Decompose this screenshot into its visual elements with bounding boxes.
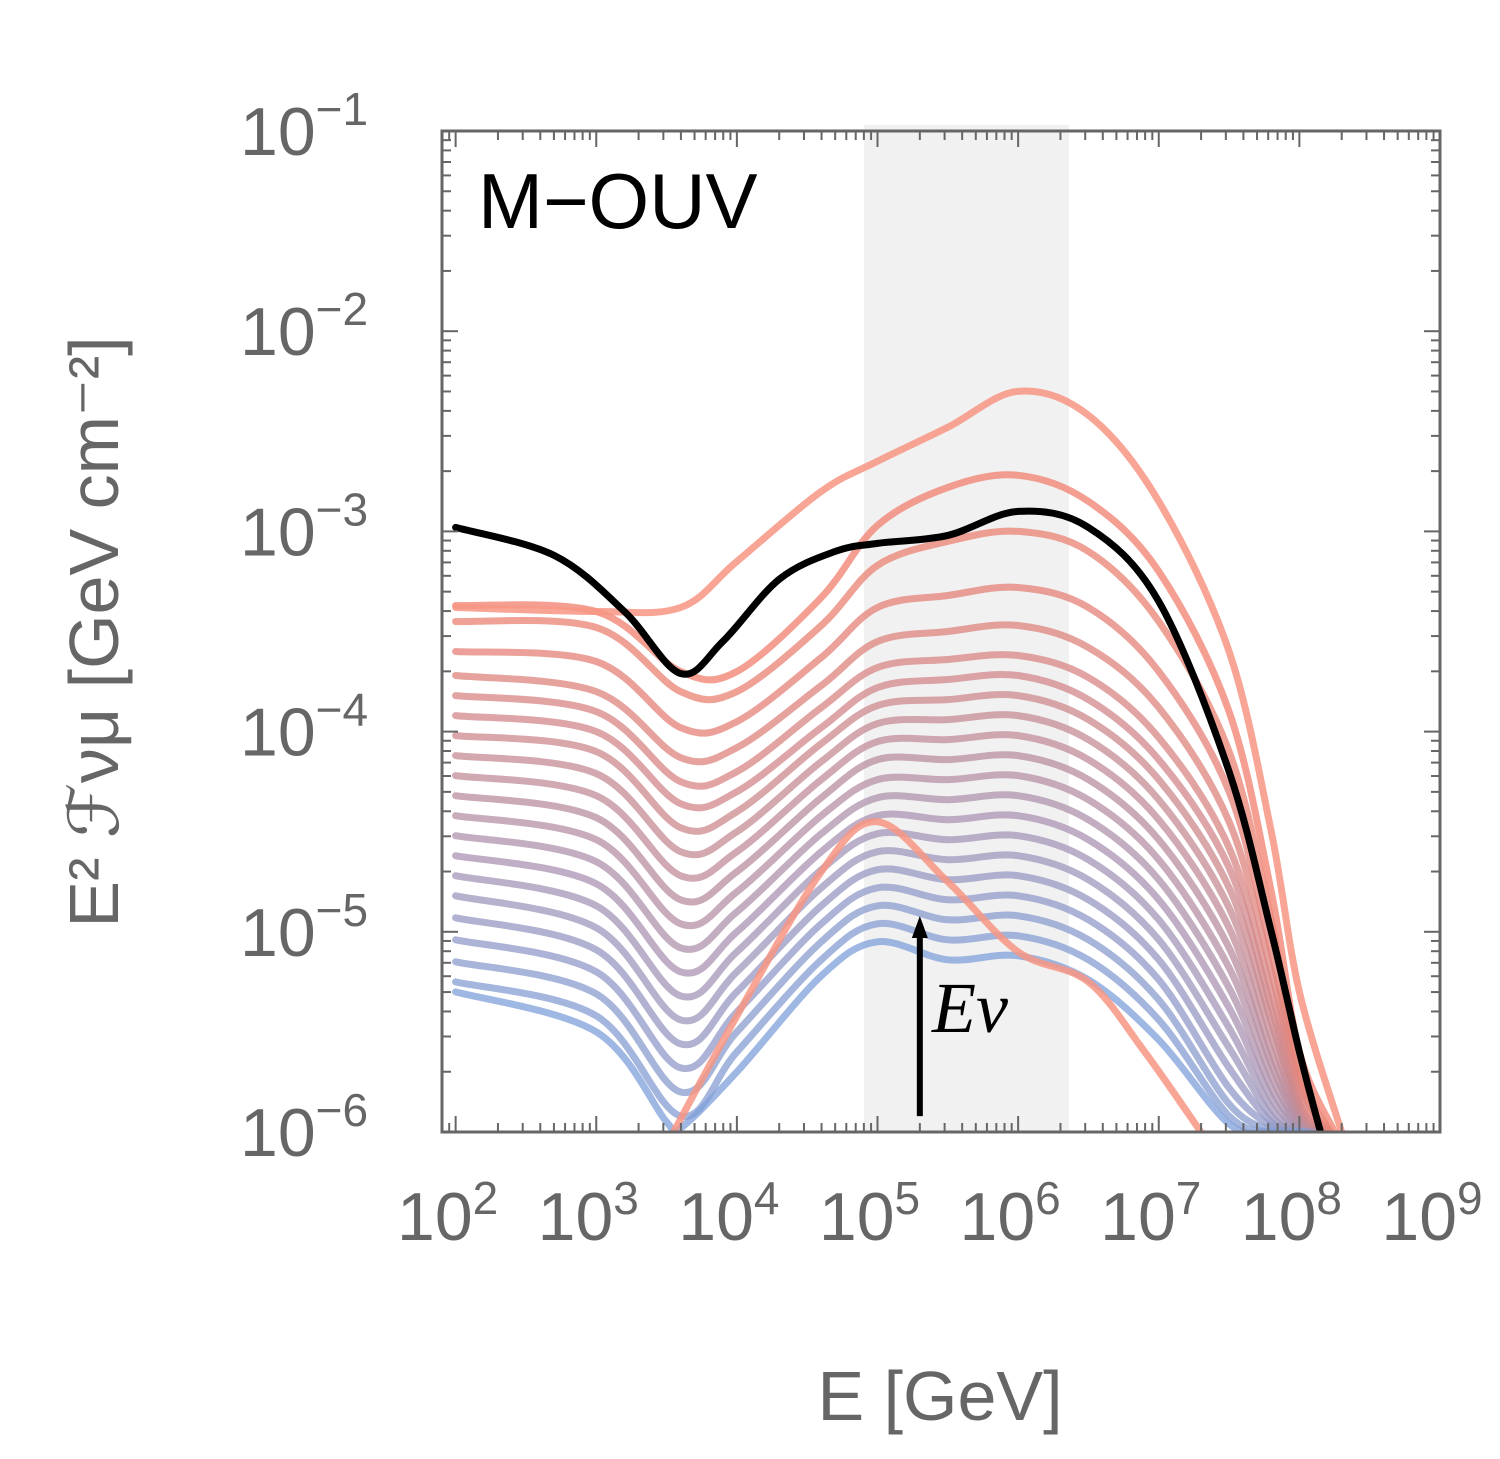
series-M-OUV: [452, 507, 1324, 1132]
series-family-7: [452, 711, 1323, 1132]
series-family-4: [452, 651, 1327, 1132]
series-family-16: [452, 883, 1310, 1132]
series-family-13: [452, 828, 1315, 1132]
plot-frame: [440, 129, 1442, 1134]
series-family-6: [452, 691, 1324, 1132]
x-tick-label: 109: [1381, 1172, 1482, 1255]
series-family-11: [452, 791, 1317, 1132]
series-family-9: [452, 751, 1320, 1132]
x-tick-label: 108: [1241, 1172, 1342, 1255]
arrow-head: [911, 915, 928, 938]
series-family-12: [452, 810, 1316, 1132]
series-family-15: [452, 865, 1312, 1132]
series-family-5: [452, 670, 1326, 1132]
y-axis-title: E² ℱνμ [GeV cm⁻²]: [55, 336, 133, 927]
y-tick-label: 10−1: [240, 83, 368, 170]
axes-frame: [440, 129, 1442, 1134]
x-tick-label: 104: [678, 1172, 779, 1255]
y-tick-label: 10−4: [240, 684, 368, 771]
y-tick-label: 10−5: [240, 884, 368, 971]
energy-arrow: [911, 915, 928, 1117]
tick-labels: 102 103 104 105 106 107 108 109 10−6 10−5 10−4 10−3…: [240, 83, 1483, 1255]
series-family-2: [452, 583, 1331, 1132]
x-tick-label: 105: [819, 1172, 920, 1255]
x-tick-label: 102: [397, 1172, 498, 1255]
x-tick-label: 103: [538, 1172, 639, 1255]
series-family-18: [452, 919, 1308, 1132]
series-family-10: [452, 771, 1319, 1132]
series-family-17: [452, 901, 1309, 1132]
y-tick-label: 10−2: [240, 283, 368, 370]
axis-ticks: [441, 130, 1441, 1133]
series-family-19: [452, 938, 1306, 1132]
series-family-8: [452, 731, 1322, 1132]
x-axis-title: E [GeV]: [817, 1357, 1062, 1435]
panel-label: M−OUV: [478, 157, 758, 245]
x-tick-label: 107: [1100, 1172, 1201, 1255]
x-tick-label: 106: [960, 1172, 1061, 1255]
series-soft-spectrum: [670, 818, 1205, 1132]
arrow-label: Eν: [931, 968, 1008, 1048]
series-family-3: [452, 621, 1329, 1132]
data-series-group: [452, 387, 1346, 1132]
y-tick-label: 10−6: [240, 1084, 368, 1171]
series-family-14: [452, 847, 1313, 1132]
series-hard-spectrum: [452, 387, 1346, 1132]
y-tick-label: 10−3: [240, 483, 368, 570]
